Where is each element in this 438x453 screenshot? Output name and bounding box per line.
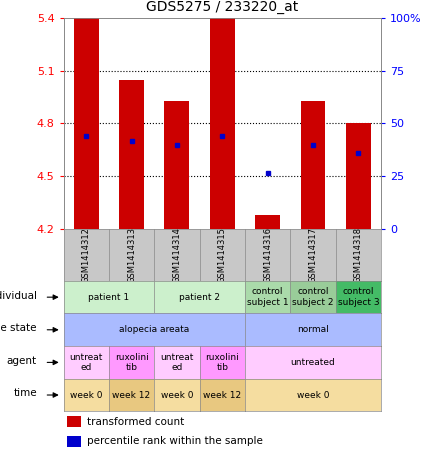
Text: normal: normal — [297, 325, 329, 334]
Bar — [67, 416, 81, 427]
Text: GSM1414318: GSM1414318 — [354, 227, 363, 283]
Text: control
subject 1: control subject 1 — [247, 288, 289, 307]
Text: individual: individual — [0, 290, 37, 300]
Text: week 0: week 0 — [297, 390, 329, 400]
Bar — [67, 436, 81, 447]
Text: GSM1414317: GSM1414317 — [308, 227, 318, 283]
Text: week 0: week 0 — [70, 390, 102, 400]
Text: untreated: untreated — [291, 358, 336, 367]
Text: week 0: week 0 — [161, 390, 193, 400]
Text: GSM1414312: GSM1414312 — [82, 227, 91, 283]
Text: GSM1414315: GSM1414315 — [218, 227, 227, 283]
Bar — [119, 80, 144, 229]
Text: patient 2: patient 2 — [179, 293, 220, 302]
Text: alopecia areata: alopecia areata — [119, 325, 189, 334]
Bar — [346, 124, 371, 229]
Text: patient 1: patient 1 — [88, 293, 130, 302]
Text: transformed count: transformed count — [87, 417, 184, 427]
Text: control
subject 2: control subject 2 — [292, 288, 334, 307]
Text: untreat
ed: untreat ed — [70, 353, 103, 372]
Text: week 12: week 12 — [113, 390, 151, 400]
Text: time: time — [13, 388, 37, 398]
Bar — [74, 18, 99, 229]
Bar — [300, 101, 325, 229]
Text: GSM1414314: GSM1414314 — [173, 227, 181, 283]
Text: disease state: disease state — [0, 323, 37, 333]
Bar — [164, 101, 189, 229]
Bar — [255, 215, 280, 229]
Text: untreat
ed: untreat ed — [160, 353, 194, 372]
Text: ruxolini
tib: ruxolini tib — [205, 353, 239, 372]
Text: percentile rank within the sample: percentile rank within the sample — [87, 436, 263, 446]
Text: GSM1414316: GSM1414316 — [263, 227, 272, 283]
Text: agent: agent — [7, 356, 37, 366]
Text: ruxolini
tib: ruxolini tib — [115, 353, 148, 372]
Text: GSM1414313: GSM1414313 — [127, 227, 136, 283]
Text: week 12: week 12 — [203, 390, 241, 400]
Bar — [210, 18, 235, 229]
Title: GDS5275 / 233220_at: GDS5275 / 233220_at — [146, 0, 298, 14]
Text: control
subject 3: control subject 3 — [338, 288, 379, 307]
